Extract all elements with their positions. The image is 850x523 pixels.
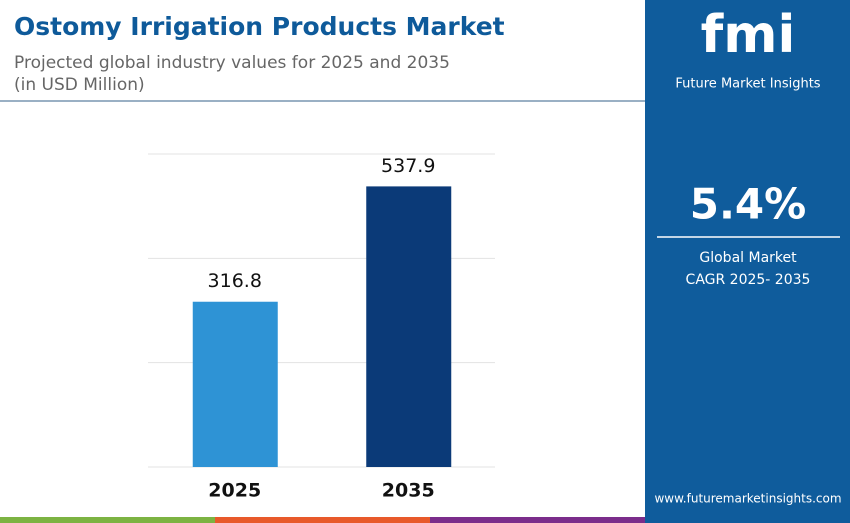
stripe [0, 517, 215, 523]
data-label: 537.9 [381, 155, 435, 177]
x-tick-label: 2035 [382, 480, 435, 502]
stripe [430, 517, 645, 523]
chart-subtitle: Projected global industry values for 202… [14, 53, 450, 73]
logo: fmi [701, 5, 796, 65]
cagr-label: CAGR 2025- 2035 [686, 272, 811, 288]
x-tick-label: 2025 [208, 480, 261, 502]
sidebar [645, 0, 850, 523]
stripe [215, 517, 430, 523]
brand: Future Market Insights [675, 77, 820, 92]
chart-title: Ostomy Irrigation Products Market [14, 12, 505, 41]
bar [192, 301, 278, 467]
website: www.futuremarketinsights.com [654, 492, 841, 506]
unit-note: (in USD Million) [14, 75, 145, 95]
data-label: 316.8 [208, 270, 262, 292]
cagr-label: Global Market [699, 250, 797, 266]
bar [366, 186, 452, 467]
cagr-value: 5.4% [690, 180, 806, 229]
